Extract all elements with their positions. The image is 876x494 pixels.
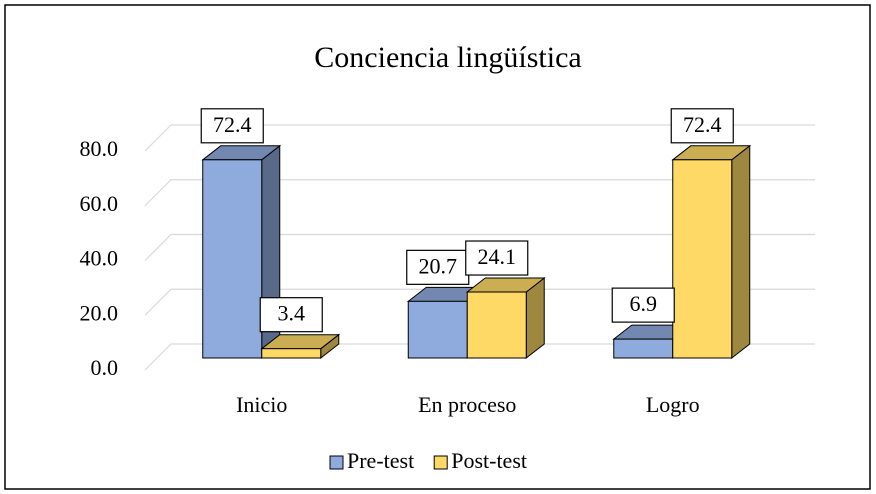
y-tick-label: 40.0 bbox=[80, 246, 119, 271]
data-label: 6.9 bbox=[630, 291, 658, 316]
x-tick-label: Logro bbox=[646, 392, 700, 417]
legend-label: Post-test bbox=[451, 448, 527, 473]
data-label: 20.7 bbox=[419, 253, 458, 278]
grid-line bbox=[144, 288, 815, 316]
data-label: 72.4 bbox=[213, 112, 252, 137]
bar-side bbox=[731, 144, 751, 360]
bar bbox=[261, 348, 322, 359]
bar bbox=[466, 291, 527, 359]
bar bbox=[672, 159, 733, 359]
bar bbox=[202, 159, 263, 359]
data-label-box bbox=[200, 108, 264, 144]
bar bbox=[407, 300, 468, 359]
bar bbox=[613, 338, 674, 359]
y-tick-label: 0.0 bbox=[91, 355, 119, 380]
data-label-box bbox=[611, 287, 675, 323]
data-label: 3.4 bbox=[278, 301, 306, 326]
data-label-box bbox=[259, 297, 323, 333]
data-label: 24.1 bbox=[478, 244, 517, 269]
y-tick-label: 60.0 bbox=[80, 191, 119, 216]
grid-line bbox=[144, 343, 815, 371]
x-tick-label: En proceso bbox=[418, 392, 516, 417]
y-tick-label: 20.0 bbox=[80, 300, 119, 325]
legend-label: Pre-test bbox=[347, 448, 414, 473]
grid-line bbox=[144, 233, 815, 261]
data-label-box bbox=[465, 240, 529, 276]
grid-line bbox=[144, 179, 815, 207]
grid-line bbox=[144, 124, 815, 152]
legend-swatch bbox=[329, 455, 344, 470]
chart-title: Conciencia lingüística bbox=[314, 41, 581, 74]
legend-swatch bbox=[433, 455, 448, 470]
data-label: 72.4 bbox=[683, 112, 722, 137]
x-tick-label: Inicio bbox=[236, 392, 287, 417]
y-tick-label: 80.0 bbox=[80, 136, 119, 161]
data-label-box bbox=[670, 108, 734, 144]
